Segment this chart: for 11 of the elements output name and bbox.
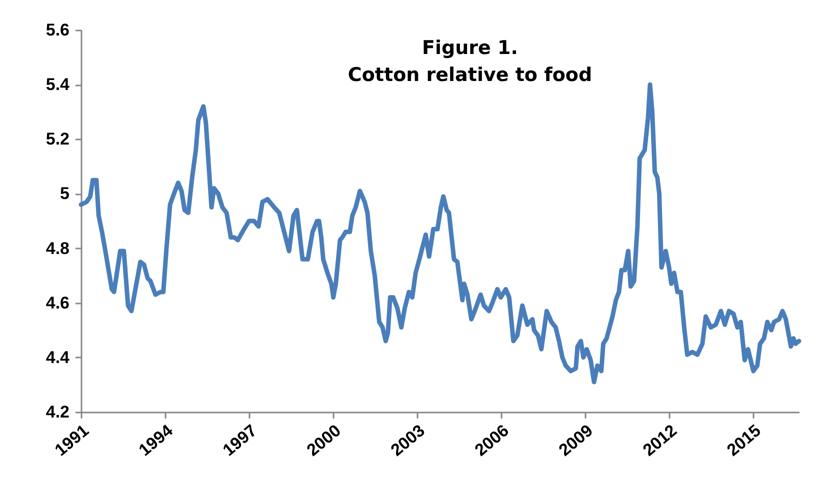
- text: Cotton relative to food: [348, 64, 592, 86]
- y-tick-label: 4.6: [46, 293, 70, 312]
- y-tick-label: 5.4: [46, 75, 70, 94]
- y-tick-label: 4.4: [46, 348, 70, 367]
- y-tick-label: 4.8: [46, 238, 70, 258]
- y-tick-label: 5: [60, 184, 70, 204]
- y-tick-label: 5.2: [46, 130, 70, 149]
- y-tick-label: 5.6: [46, 20, 70, 40]
- line-series: [78, 82, 802, 384]
- y-tick-label: 4.2: [46, 402, 70, 422]
- text: Figure 1.: [422, 37, 518, 59]
